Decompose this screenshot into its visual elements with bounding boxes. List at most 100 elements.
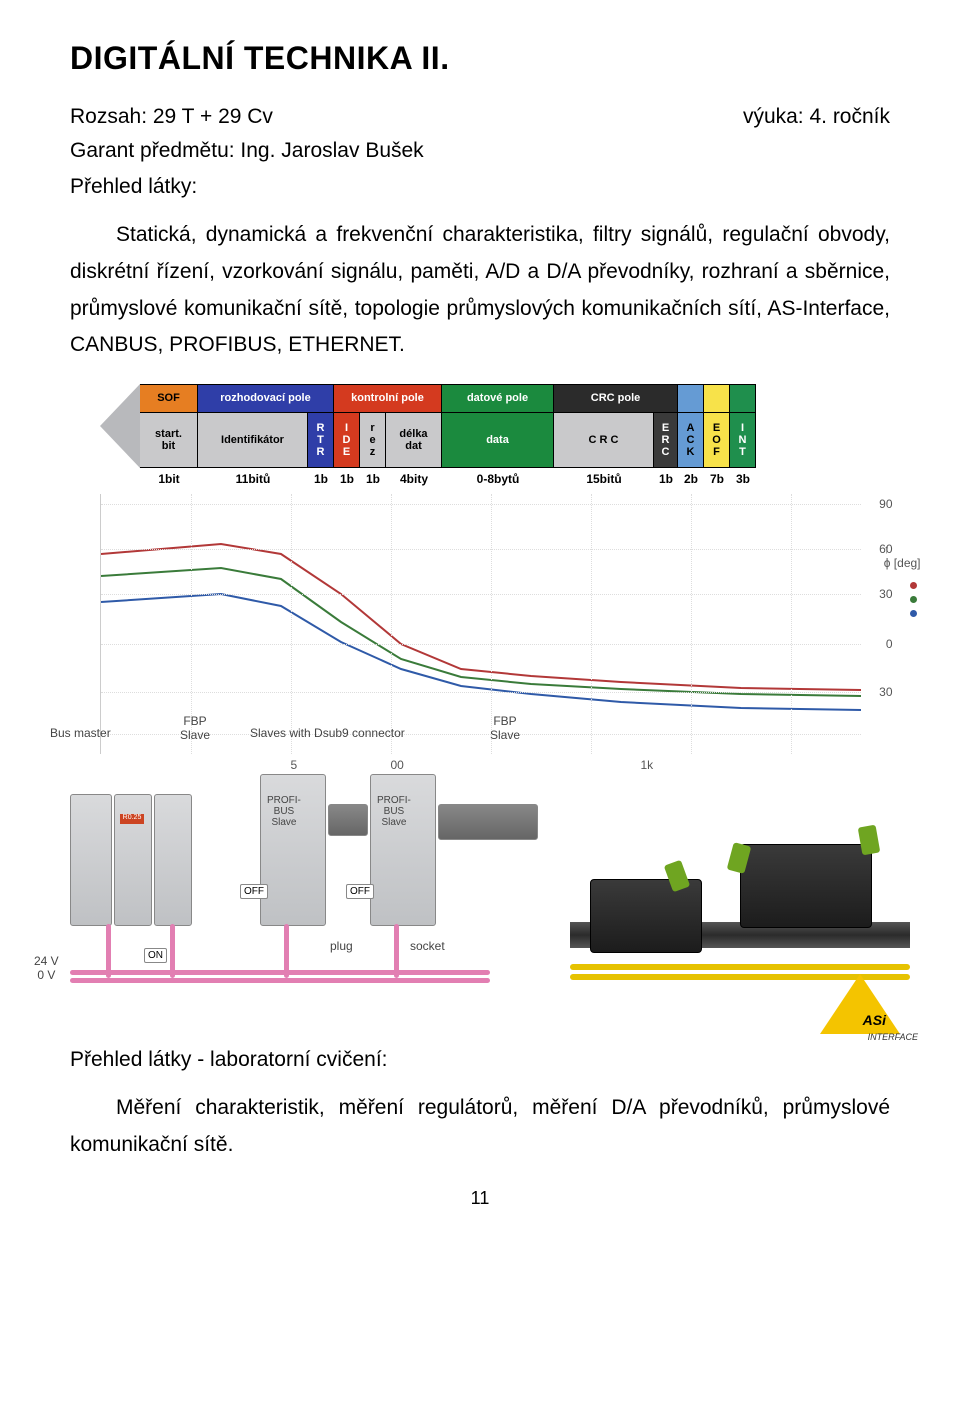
cable-pink-drop-3 <box>284 924 289 978</box>
switch-off-1: OFF <box>240 884 268 899</box>
year-label: výuka: 4. ročník <box>743 105 890 129</box>
frame-bits-label: 1b <box>654 472 678 486</box>
cable-pink-drop-4 <box>394 924 399 978</box>
frame-top-cell: datové pole <box>442 384 554 412</box>
plc-master <box>70 794 112 926</box>
switch-off-2: OFF <box>346 884 374 899</box>
asi-subtext: INTERFACE <box>868 1032 918 1042</box>
chart-hgrid <box>101 549 861 550</box>
frame-top-cell: SOF <box>140 384 198 412</box>
chart-vgrid <box>391 494 392 754</box>
can-frame-diagram: SOFrozhodovací polekontrolní poledatové … <box>100 384 860 486</box>
meta-row: Rozsah: 29 T + 29 Cv výuka: 4. ročník <box>70 105 890 129</box>
chart-vgrid <box>291 494 292 754</box>
frame-top-cell: rozhodovací pole <box>198 384 334 412</box>
switch-on: ON <box>144 948 167 963</box>
frame-top-cell <box>730 384 756 412</box>
io-module-2 <box>740 844 872 928</box>
label-slaves-dsub: Slaves with Dsub9 connector <box>250 726 405 740</box>
frame-bits-label: 7b <box>704 472 730 486</box>
frame-bot-row: start. bitIdentifikátorR T RI D Er e zdé… <box>140 412 860 468</box>
chart-vgrid <box>691 494 692 754</box>
guarantor-line: Garant předmětu: Ing. Jaroslav Bušek <box>70 139 890 163</box>
tag-profibus-2: PROFI- BUS Slave <box>377 795 411 828</box>
page-number: 11 <box>70 1188 890 1209</box>
chart-ylabel: 60 <box>879 542 892 556</box>
frame-bot-cell: Identifikátor <box>198 412 308 468</box>
chart-hgrid <box>101 644 861 645</box>
frame-bits-label: 3b <box>730 472 756 486</box>
frame-top-row: SOFrozhodovací polekontrolní poledatové … <box>140 384 860 412</box>
chart-legend-dot <box>910 610 917 617</box>
frame-bot-cell: R T R <box>308 412 334 468</box>
frame-bits-label: 11bitů <box>198 472 308 486</box>
chart-hgrid <box>101 692 861 693</box>
chart-hgrid <box>101 594 861 595</box>
chart-vgrid <box>591 494 592 754</box>
frame-bits-row: 1bit11bitů1b1b1b4bity0-8bytů15bitů1b2b7b… <box>140 472 756 486</box>
frame-top-cell: CRC pole <box>554 384 678 412</box>
io-module-1 <box>590 879 702 953</box>
frame-bot-cell: data <box>442 412 554 468</box>
cable-pink-2 <box>70 978 490 983</box>
frame-bot-cell: I D E <box>334 412 360 468</box>
chart-line-green <box>101 568 861 696</box>
chart-ylabel: 30 <box>879 685 892 699</box>
cable-pink-drop-2 <box>170 924 175 978</box>
label-fbp-slave-1: FBP Slave <box>180 714 210 742</box>
frame-bits-label: 1b <box>308 472 334 486</box>
bus-illustration: Bus master FBP Slave Slaves with Dsub9 c… <box>70 764 890 1034</box>
label-socket: socket <box>410 939 445 953</box>
frame-bot-cell: délka dat <box>386 412 442 468</box>
frame-bot-cell: E R C <box>654 412 678 468</box>
frame-bot-cell: r e z <box>360 412 386 468</box>
chart-hgrid <box>101 504 861 505</box>
frame-bits-label: 0-8bytů <box>442 472 554 486</box>
label-fbp-slave-2: FBP Slave <box>490 714 520 742</box>
lab-body: Měření charakteristik, měření regulátorů… <box>70 1090 890 1164</box>
cable-yellow-1 <box>570 964 910 970</box>
asi-logo-triangle-icon <box>820 974 900 1034</box>
dsub-panel-2 <box>438 804 538 840</box>
plc-module-1 <box>154 794 192 926</box>
frame-bot-cell: start. bit <box>140 412 198 468</box>
frame-bits-label: 2b <box>678 472 704 486</box>
overview-heading: Přehled látky: <box>70 175 890 199</box>
overview-body: Statická, dynamická a frekvenční charakt… <box>70 217 890 364</box>
cable-pink-drop-1 <box>106 924 111 978</box>
connector-green-3 <box>858 825 881 856</box>
plc-display: R0.25 <box>120 814 144 824</box>
chart-ylabel: 30 <box>879 587 892 601</box>
frame-top-cell <box>678 384 704 412</box>
phase-chart: ↑ ϕ [deg] 9060300305001k <box>100 494 861 754</box>
chart-svg <box>101 494 861 754</box>
frame-bits-label: 1b <box>360 472 386 486</box>
frame-top-cell <box>704 384 730 412</box>
label-24v: 24 V 0 V <box>34 954 59 982</box>
chart-line-red <box>101 544 861 690</box>
frame-bot-cell: A C K <box>678 412 704 468</box>
frame-top-cell: kontrolní pole <box>334 384 442 412</box>
frame-bot-cell: E O F <box>704 412 730 468</box>
frame-bits-label: 1bit <box>140 472 198 486</box>
label-plug: plug <box>330 939 353 953</box>
chart-ylabel: 90 <box>879 497 892 511</box>
chart-legend-dot <box>910 596 917 603</box>
page-title: DIGITÁLNÍ TECHNIKA II. <box>70 40 890 77</box>
arrow-head-icon <box>100 384 140 468</box>
frame-bot-cell: I N T <box>730 412 756 468</box>
chart-vgrid <box>791 494 792 754</box>
tag-profibus-1: PROFI- BUS Slave <box>267 795 301 828</box>
scope-label: Rozsah: 29 T + 29 Cv <box>70 105 273 129</box>
profibus-slave-2: PROFI- BUS Slave <box>370 774 436 926</box>
frame-bits-label: 4bity <box>386 472 442 486</box>
frame-bits-label: 15bitů <box>554 472 654 486</box>
cable-pink-1 <box>70 970 490 975</box>
chart-legend-dot <box>910 582 917 589</box>
frame-bits-label: 1b <box>334 472 360 486</box>
profibus-slave-1: PROFI- BUS Slave <box>260 774 326 926</box>
label-bus-master: Bus master <box>50 726 111 740</box>
frame-bot-cell: C R C <box>554 412 654 468</box>
chart-hgrid <box>101 734 861 735</box>
lab-heading: Přehled látky - laboratorní cvičení: <box>70 1048 890 1072</box>
